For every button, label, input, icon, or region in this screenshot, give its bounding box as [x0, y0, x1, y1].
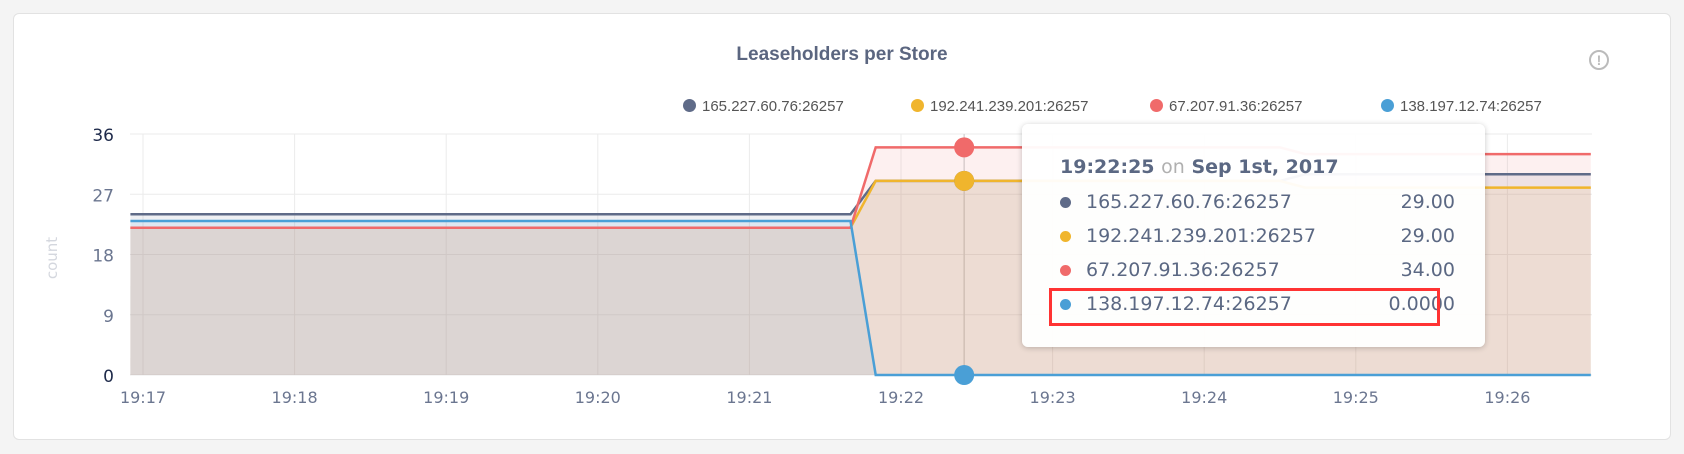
x-tick-label: 19:19 — [423, 388, 469, 407]
hover-marker — [954, 170, 975, 191]
y-tick-label: 36 — [92, 126, 114, 146]
tooltip-series-name: 67.207.91.36:26257 — [1086, 259, 1280, 281]
legend-item[interactable]: 192.241.239.201:26257 — [911, 98, 1089, 115]
legend-item[interactable]: 165.227.60.76:26257 — [683, 98, 844, 115]
hover-marker — [954, 365, 975, 385]
tooltip-series-name: 165.227.60.76:26257 — [1086, 191, 1292, 213]
tooltip-row: 67.207.91.36:26257 34.00 — [1060, 253, 1455, 287]
x-tick-label: 19:23 — [1030, 388, 1076, 407]
tooltip-series-name: 138.197.12.74:26257 — [1086, 293, 1292, 315]
legend-label: 138.197.12.74:26257 — [1400, 98, 1542, 115]
series-dot-icon — [1060, 231, 1071, 242]
hover-marker — [954, 137, 975, 158]
legend-dot-icon — [911, 99, 924, 112]
y-tick-label: 9 — [103, 307, 114, 327]
info-circle-icon[interactable]: ! — [1589, 50, 1609, 70]
tooltip-series-value: 29.00 — [1400, 225, 1455, 247]
tooltip-series-value: 29.00 — [1400, 191, 1455, 213]
x-tick-label: 19:22 — [878, 388, 924, 407]
legend-label: 165.227.60.76:26257 — [702, 98, 844, 115]
x-tick-label: 19:20 — [575, 388, 621, 407]
legend-dot-icon — [1381, 99, 1394, 112]
highlight-box — [1049, 288, 1440, 326]
y-tick-label: 27 — [92, 186, 114, 206]
y-tick-label: 18 — [92, 247, 114, 267]
series-dot-icon — [1060, 299, 1071, 310]
tooltip-on: on — [1161, 156, 1185, 178]
chart-title: Leaseholders per Store — [736, 44, 948, 65]
tooltip-row: 192.241.239.201:26257 29.00 — [1060, 219, 1455, 253]
series-line — [130, 219, 1591, 377]
legend-label: 192.241.239.201:26257 — [930, 98, 1089, 115]
x-tick-label: 19:21 — [726, 388, 772, 407]
legend-item[interactable]: 138.197.12.74:26257 — [1381, 98, 1542, 115]
y-tick-label: 0 — [103, 367, 114, 387]
series-area — [130, 221, 1591, 375]
legend-dot-icon — [1150, 99, 1163, 112]
tooltip-date: Sep 1st, 2017 — [1191, 156, 1339, 178]
x-tick-label: 19:25 — [1333, 388, 1379, 407]
legend-item[interactable]: 67.207.91.36:26257 — [1150, 98, 1302, 115]
tooltip-header: 19:22:25 on Sep 1st, 2017 — [1060, 156, 1339, 178]
tooltip-row: 165.227.60.76:26257 29.00 — [1060, 185, 1455, 219]
tooltip-time: 19:22:25 — [1060, 156, 1155, 178]
x-tick-label: 19:24 — [1181, 388, 1227, 407]
legend-dot-icon — [683, 99, 696, 112]
series-dot-icon — [1060, 197, 1071, 208]
y-axis-label: count — [43, 237, 61, 279]
tooltip-series-name: 192.241.239.201:26257 — [1086, 225, 1317, 247]
x-tick-label: 19:26 — [1484, 388, 1530, 407]
tooltip: 19:22:25 on Sep 1st, 2017 165.227.60.76:… — [1022, 124, 1485, 347]
tooltip-series-value: 34.00 — [1400, 259, 1455, 281]
x-tick-label: 19:17 — [120, 388, 166, 407]
legend-label: 67.207.91.36:26257 — [1169, 98, 1303, 115]
series-dot-icon — [1060, 265, 1071, 276]
x-tick-label: 19:18 — [272, 388, 318, 407]
